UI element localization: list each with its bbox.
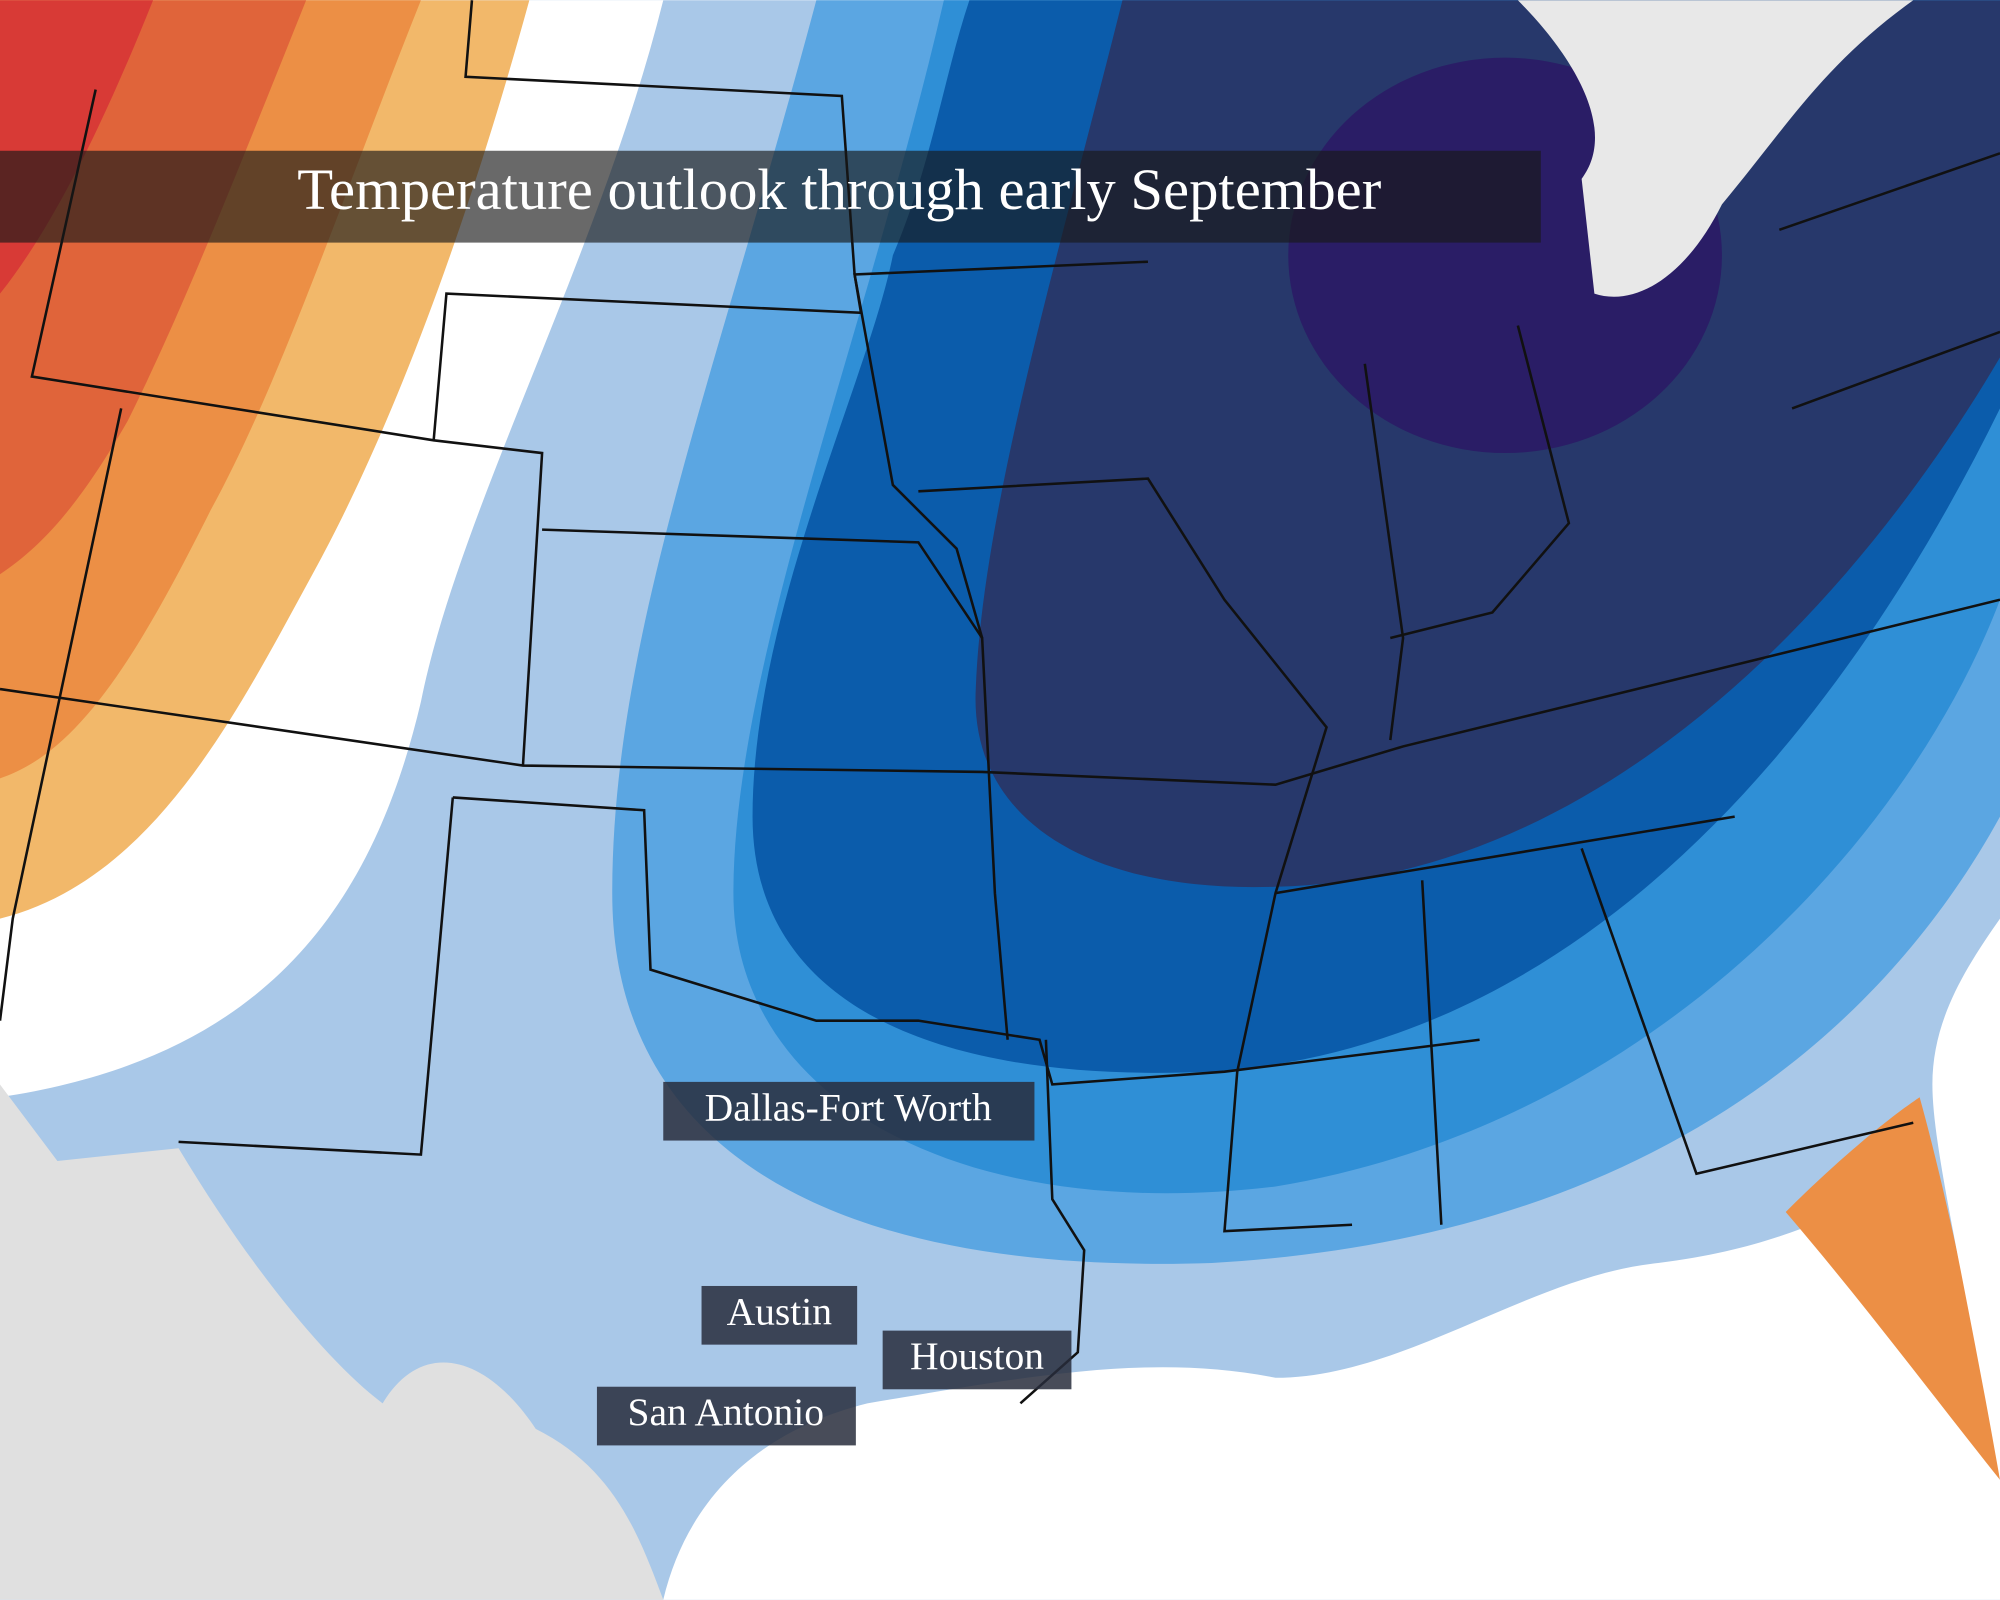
state-line: [1363, 325, 1571, 741]
state-line: [853, 274, 984, 639]
state-line: [1275, 815, 1914, 1225]
city-label: San Antonio: [627, 1390, 824, 1434]
mexico: [0, 1084, 664, 1600]
city-label: Austin: [727, 1289, 833, 1333]
state-line: [452, 796, 1480, 1086]
city-label-box: [701, 1285, 858, 1345]
city-label: Houston: [910, 1334, 1044, 1378]
city-label-box: [882, 1330, 1072, 1390]
city-label: Dallas-Fort Worth: [705, 1085, 992, 1129]
atlantic: [1932, 918, 2000, 1480]
city-label-box: [663, 1081, 1035, 1141]
title-bar: [0, 150, 1541, 243]
great-lakes: [1517, 0, 1914, 297]
state-line: [0, 408, 123, 1021]
map-title: Temperature outlook through early Septem…: [297, 157, 1381, 222]
florida-warm: [1785, 1097, 2000, 1480]
state-line: [918, 477, 1353, 1233]
state-line: [0, 598, 2000, 786]
state-line: [178, 797, 455, 1156]
city-label-box: [596, 1386, 856, 1446]
gulf-of-mexico: [663, 1199, 2000, 1600]
state-line: [1778, 152, 2000, 410]
